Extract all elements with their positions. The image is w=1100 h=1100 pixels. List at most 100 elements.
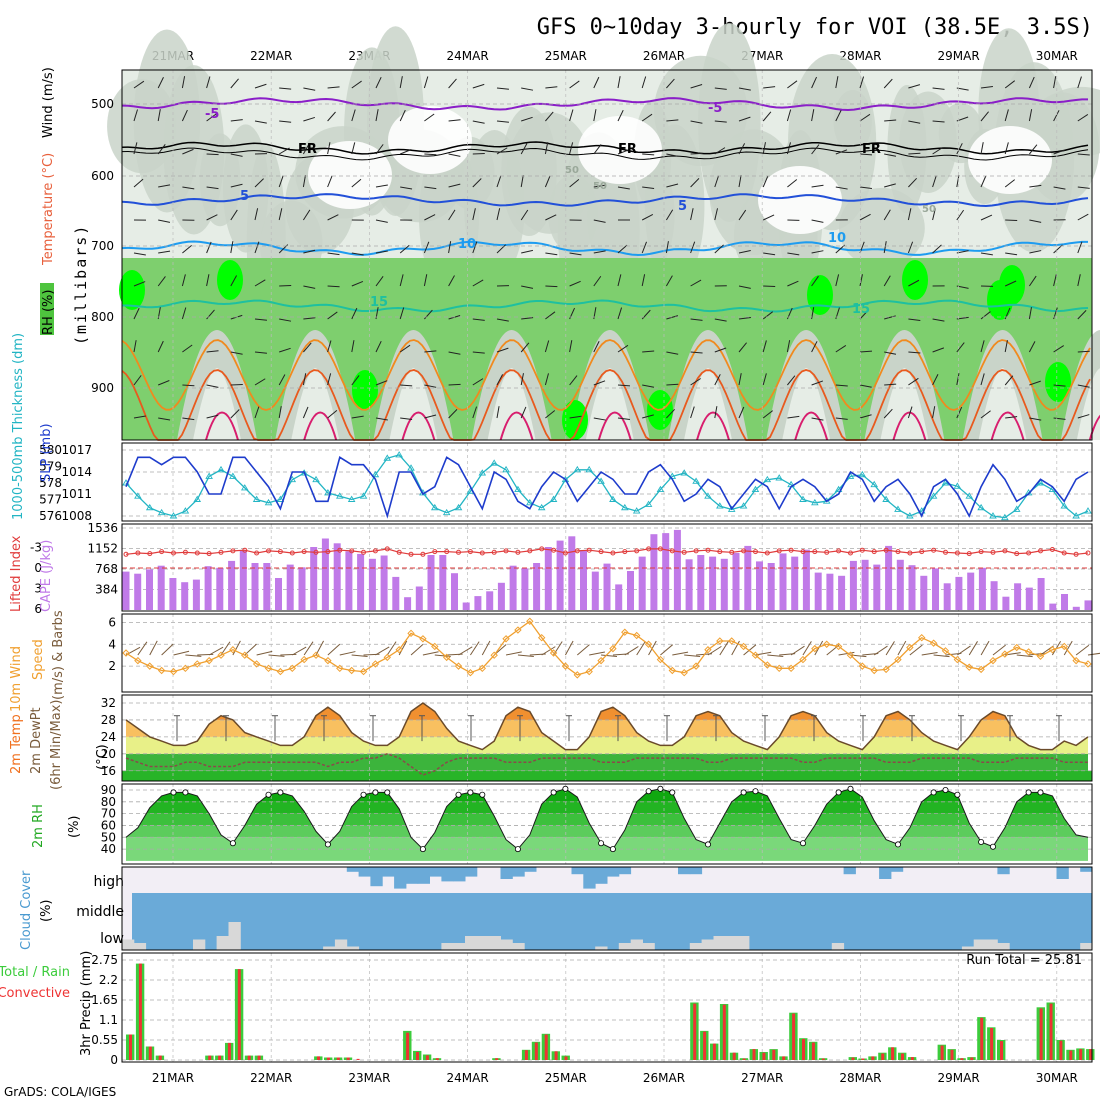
wind10m-barb [589, 651, 605, 656]
wind-barb [617, 344, 629, 353]
cloud-low-bar [228, 922, 241, 950]
wind-barb [472, 208, 476, 221]
wind10m-point [989, 656, 997, 665]
wind10m-point [1036, 652, 1045, 660]
wind10m-barb [375, 646, 390, 656]
wind-barb [520, 175, 524, 188]
wind10m-point [632, 631, 641, 640]
wind-barb [835, 186, 848, 190]
cape-bar [709, 556, 717, 610]
cloud-high-bar [500, 867, 513, 879]
precip-convective-bar [821, 1058, 825, 1060]
wind-barb [520, 209, 529, 221]
wind10m-point [312, 651, 320, 659]
isotherm-30 [990, 411, 1025, 441]
cape-bar [275, 578, 282, 610]
wind-barb [738, 87, 751, 91]
li-point [372, 548, 378, 554]
cape-bar [826, 573, 834, 610]
upper-units-label: (millibars) [72, 224, 90, 345]
isotherm-30 [499, 411, 534, 441]
cape-bar [603, 563, 611, 610]
contour-label: 5 [240, 189, 249, 204]
wind-barb [206, 153, 219, 156]
rh-plume-core [1076, 368, 1100, 440]
thickness-point [573, 465, 582, 473]
li-point [800, 549, 806, 555]
wind-barb [254, 120, 267, 124]
wind-barb [520, 342, 530, 353]
isotherm-5 [121, 193, 1089, 208]
wind-barb [1004, 179, 1015, 188]
wind-barb [1053, 110, 1060, 122]
wind-barb [1077, 310, 1087, 320]
wind10m-point [763, 661, 772, 669]
wind-barb [545, 111, 554, 122]
wind10m-point [644, 640, 653, 648]
li-point [622, 549, 628, 555]
cape-bar [134, 573, 142, 610]
cape-bar [744, 545, 752, 610]
wind10m-point [953, 655, 962, 664]
precip-convective-bar [990, 1028, 994, 1060]
cape-bar [392, 576, 400, 610]
rh2m-point [182, 789, 189, 796]
li-point [242, 547, 248, 553]
wind10m-point [454, 662, 463, 670]
wind-barb [811, 417, 824, 421]
wind-barb [1077, 76, 1082, 89]
li-point [527, 548, 533, 554]
cape-bar [544, 547, 552, 610]
contour-label: 50 [922, 204, 936, 215]
cape-tick: 1152 [87, 542, 118, 556]
wind-barb [1004, 340, 1008, 353]
wind-barb [980, 340, 985, 353]
precip-tick: 0.55 [91, 1033, 118, 1047]
wind-barb [1004, 80, 1016, 89]
wind-barb [1029, 380, 1041, 386]
cloud-low-bar [985, 939, 998, 950]
li-point [515, 549, 521, 555]
wind-barb [278, 208, 283, 221]
li-point [646, 546, 652, 552]
wind-barb [666, 119, 679, 122]
wind-barb [375, 340, 382, 353]
wind-barb [496, 87, 509, 90]
precip-convective-bar [138, 963, 142, 1060]
rh2m-point [669, 789, 676, 796]
wind-barb [1077, 414, 1090, 419]
cape-bar [122, 571, 130, 610]
li-point [562, 550, 568, 556]
wind-barb [811, 76, 818, 89]
wind-barb [762, 111, 772, 122]
wind-barb [617, 109, 624, 122]
pressure-tick: 600 [91, 169, 114, 183]
wind-barb [278, 374, 286, 386]
precip-convective-bar [416, 1052, 419, 1060]
thickness-point [989, 512, 997, 519]
rh2m-point [550, 789, 557, 796]
wind10m-barb [268, 654, 285, 657]
wind-barb [690, 152, 703, 155]
cape-bar [838, 575, 846, 610]
wind10m-barb [885, 641, 895, 656]
wind-barb [133, 340, 137, 353]
cloud-low-bar [346, 946, 360, 950]
isotherm-freezing-2 [121, 147, 1089, 161]
thickness-point [407, 464, 415, 471]
precip-convective-bar [752, 1049, 756, 1060]
wind10m-point [977, 665, 985, 674]
date-label-top: 25MAR [545, 49, 587, 63]
wind-barb [327, 214, 339, 221]
li-point [586, 547, 592, 553]
rh-saturated-region [562, 400, 588, 440]
cape-bar [146, 569, 153, 610]
li-point [1049, 547, 1055, 552]
rh2m-point [372, 789, 379, 796]
thickness-point [929, 492, 938, 499]
wind-barb [496, 120, 509, 123]
wind-barb [472, 152, 485, 155]
wind10m-point [775, 664, 783, 673]
cape-tick: 384 [95, 583, 118, 597]
